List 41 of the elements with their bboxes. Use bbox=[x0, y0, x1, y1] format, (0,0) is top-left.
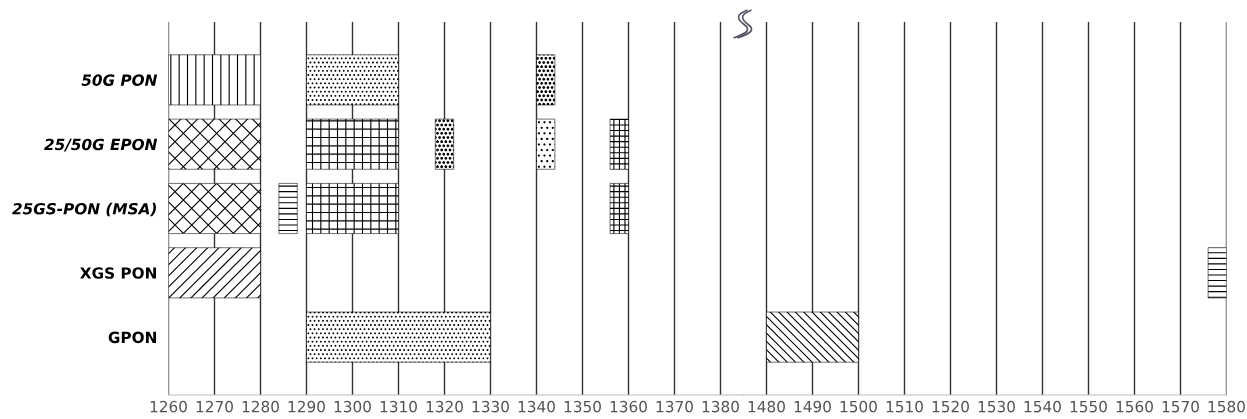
x-tick-label: 1560 bbox=[1116, 400, 1153, 413]
bar bbox=[306, 311, 491, 363]
x-tick-label: 1540 bbox=[1024, 400, 1061, 413]
x-tick-label: 1270 bbox=[196, 400, 233, 413]
x-tick-label: 1380 bbox=[702, 400, 739, 413]
x-tick-label: 1310 bbox=[380, 400, 417, 413]
bar bbox=[168, 118, 261, 170]
x-tick-label: 1510 bbox=[886, 400, 923, 413]
x-tick-label: 1500 bbox=[840, 400, 877, 413]
x-tick-label: 1570 bbox=[1162, 400, 1199, 413]
x-tick-label: 1350 bbox=[564, 400, 601, 413]
x-tick-label: 1530 bbox=[978, 400, 1015, 413]
x-tick-label: 1580 bbox=[1208, 400, 1245, 413]
x-tick-label: 1260 bbox=[150, 400, 187, 413]
x-tick-label: 1300 bbox=[334, 400, 371, 413]
y-tick-label: 25GS-PON (MSA) bbox=[12, 202, 156, 217]
bar bbox=[306, 183, 399, 234]
y-tick-label: GPON bbox=[108, 331, 156, 344]
x-tick-label: 1550 bbox=[1070, 400, 1107, 413]
x-tick-label: 1360 bbox=[610, 400, 647, 413]
x-tick-label: 1330 bbox=[472, 400, 509, 413]
bar bbox=[168, 247, 261, 299]
x-tick-label: 1280 bbox=[242, 400, 279, 413]
y-tick-label: 50G PON bbox=[81, 74, 158, 86]
bar bbox=[536, 118, 556, 170]
bar bbox=[168, 183, 261, 234]
y-tick-label: XGS PON bbox=[80, 267, 156, 279]
x-tick-label: 1370 bbox=[656, 400, 693, 413]
x-tick-label: 1340 bbox=[518, 400, 555, 413]
y-tick-label: 25/50G EPON bbox=[44, 138, 158, 152]
x-tick-label: 1290 bbox=[288, 400, 325, 413]
bar bbox=[609, 118, 629, 170]
bar bbox=[278, 183, 298, 234]
x-tick-label: 1490 bbox=[794, 400, 831, 413]
x-tick-label: 1320 bbox=[426, 400, 463, 413]
x-tick-label: 1480 bbox=[748, 400, 785, 413]
bar bbox=[306, 54, 399, 106]
x-tick-label: 1520 bbox=[932, 400, 969, 413]
bar bbox=[168, 54, 261, 106]
bar bbox=[306, 118, 399, 170]
bar bbox=[609, 183, 629, 234]
